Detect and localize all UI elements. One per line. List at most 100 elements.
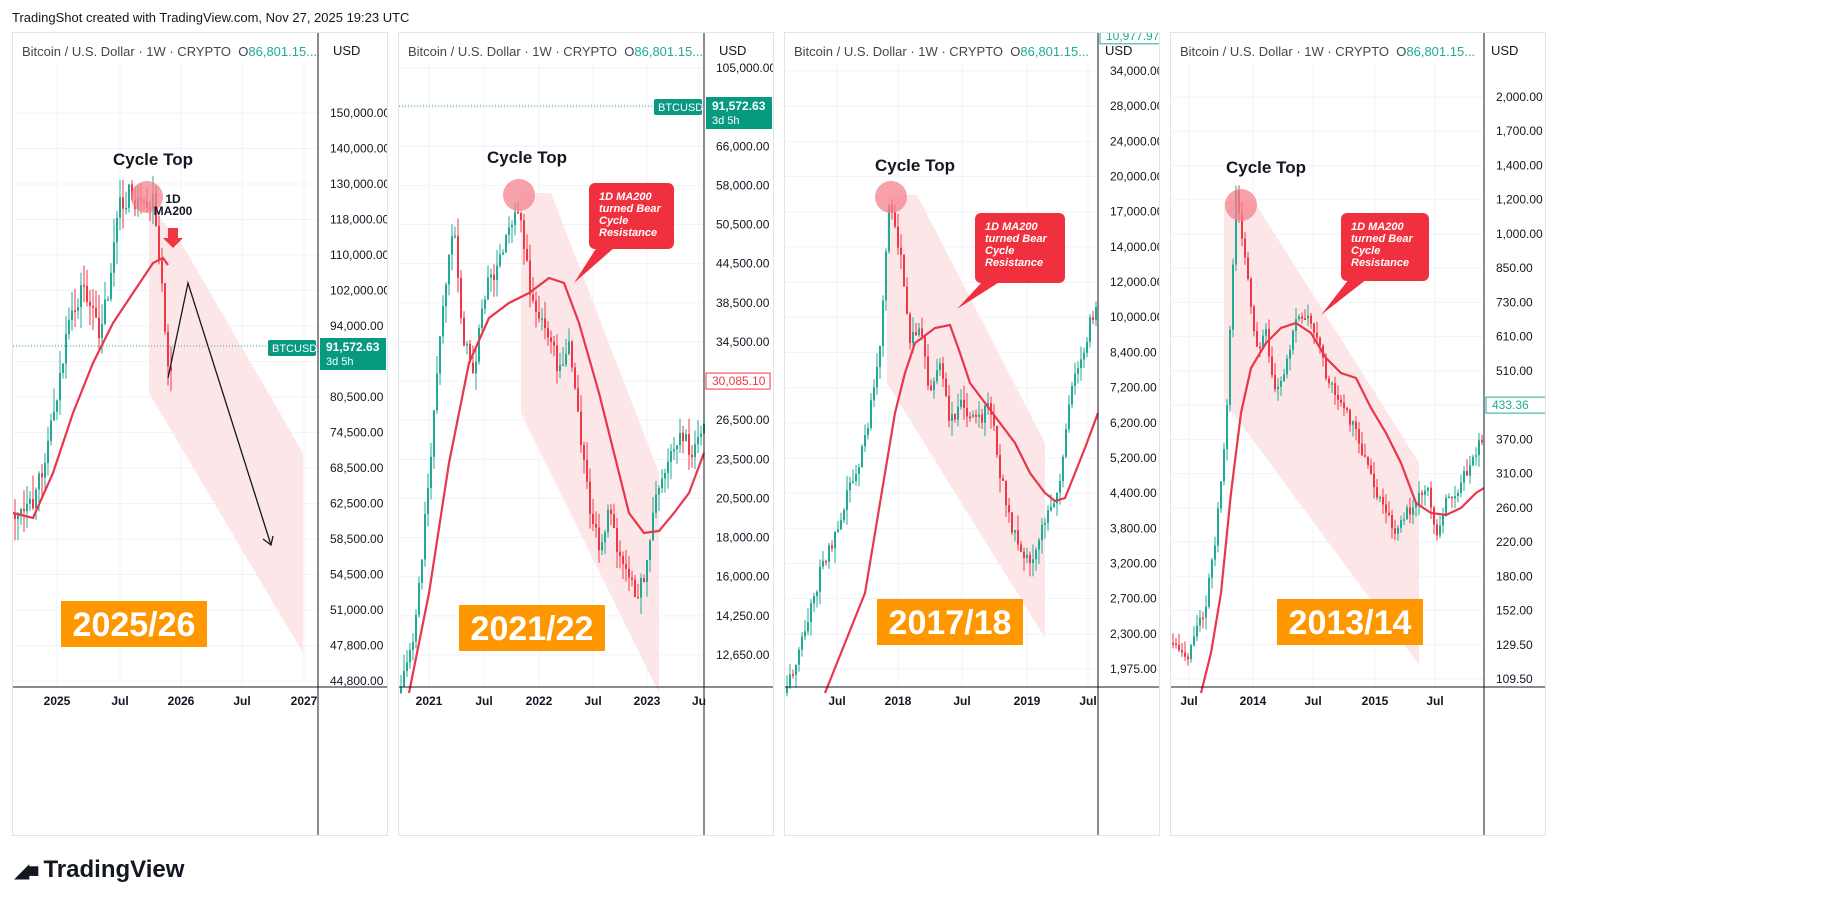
price-tick-label: 58,000.00 <box>716 178 770 192</box>
candle-body <box>1268 329 1270 357</box>
candle-body <box>1403 519 1405 521</box>
candle-body <box>1406 507 1408 520</box>
candle-body <box>484 299 486 309</box>
candle-body <box>861 446 863 468</box>
candle-body <box>876 367 878 388</box>
symbol-title[interactable]: Bitcoin / U.S. Dollar · 1W · CRYPTO O86,… <box>408 44 703 59</box>
price-tick-label: 1,975.00 <box>1110 662 1157 676</box>
candle-body <box>903 254 905 287</box>
candle-body <box>1077 368 1079 374</box>
candle-body <box>1337 395 1339 400</box>
candle-body <box>1223 449 1225 482</box>
candle-body <box>930 385 932 391</box>
candle-body <box>894 212 896 227</box>
candle-body <box>972 414 974 417</box>
candle-body <box>909 314 911 344</box>
candle-body <box>1469 465 1471 476</box>
candle-body <box>954 414 956 420</box>
candle-body <box>1274 374 1276 390</box>
chart-panel-2013-14[interactable]: Cycle Top 1D MA200 turned Bear Cycle Resista… <box>1170 32 1546 836</box>
candle-body <box>813 596 815 604</box>
chart-panel-2025-26[interactable]: Cycle Top 1D MA200 150,000.00 140,000.00 130,… <box>12 32 388 836</box>
time-tick-label: 2019 <box>1014 694 1041 708</box>
price-tick-label: 54,500.00 <box>330 568 384 582</box>
candle-body <box>520 213 522 221</box>
candle-body <box>921 328 923 337</box>
candle-body <box>409 650 411 663</box>
cycle-top-label: Cycle Top <box>1226 158 1306 177</box>
candle-body <box>559 365 561 372</box>
candle-body <box>852 481 854 483</box>
candle-body <box>628 568 630 578</box>
candle-body <box>816 591 818 597</box>
candle-body <box>1466 471 1468 476</box>
price-tick-label: 310.00 <box>1496 467 1533 481</box>
candle-body <box>167 331 169 367</box>
price-tick-label: 66,000.00 <box>716 139 770 153</box>
chart-panel-2017-18[interactable]: Cycle Top 1D MA200 turned Bear Cycle Resista… <box>784 32 1160 836</box>
candle-body <box>1409 507 1411 515</box>
tradingview-logo[interactable]: ◢■ TradingView <box>14 856 184 884</box>
candle-body <box>119 197 121 218</box>
candle-body <box>897 226 899 248</box>
candle-body <box>1376 487 1378 498</box>
candle-body <box>939 363 941 371</box>
candle-body <box>544 318 546 329</box>
symbol-title[interactable]: Bitcoin / U.S. Dollar · 1W · CRYPTO O86,… <box>22 44 317 59</box>
currency-button[interactable]: USD <box>719 43 747 58</box>
candle-body <box>1250 278 1252 307</box>
candle-body <box>667 461 669 474</box>
candle-body <box>562 364 564 366</box>
time-tick-label: Jul <box>233 694 250 708</box>
chart-panel-2021-22[interactable]: Cycle Top 1D MA200 turned Bear Cycle Resista… <box>398 32 774 836</box>
candle-body <box>1050 506 1052 511</box>
candle-body <box>673 449 675 452</box>
candle-body <box>1205 606 1207 618</box>
candle-body <box>1083 352 1085 360</box>
time-tick-label: 2014 <box>1240 694 1267 708</box>
time-tick-label: 2027 <box>291 694 318 708</box>
candle-body <box>553 341 555 346</box>
symbol-name: Bitcoin / U.S. Dollar · 1W · CRYPTO <box>408 44 618 59</box>
currency-button[interactable]: USD <box>333 43 361 58</box>
candle-body <box>682 432 684 442</box>
candle-body <box>1181 650 1183 653</box>
candle-body <box>83 285 85 287</box>
candle-body <box>679 432 681 446</box>
candle-body <box>502 252 504 255</box>
currency-button[interactable]: USD <box>1105 43 1133 58</box>
price-tick-label: 62,500.00 <box>330 497 384 511</box>
candle-body <box>1319 337 1321 346</box>
candle-body <box>1436 524 1438 536</box>
candle-body <box>1193 636 1195 646</box>
price-tick-label: 1,700.00 <box>1496 124 1543 138</box>
price-tick-label: 850.00 <box>1496 261 1533 275</box>
candle-body <box>870 400 872 428</box>
candle-body <box>1175 643 1177 646</box>
candle-body <box>1256 331 1258 347</box>
bear-channel <box>521 193 659 693</box>
candle-body <box>1460 482 1462 493</box>
candle-body <box>41 473 43 478</box>
currency-button[interactable]: USD <box>1491 43 1519 58</box>
price-tick-label: 16,000.00 <box>716 570 770 584</box>
price-tick-label: 6,200.00 <box>1110 416 1157 430</box>
candle-body <box>1448 496 1450 499</box>
price-tick-label: 109.50 <box>1496 672 1533 686</box>
price-tick-label: 14,250.00 <box>716 609 770 623</box>
candle-body <box>957 406 959 420</box>
candle-body <box>1289 349 1291 359</box>
candle-body <box>1062 456 1064 482</box>
cycle-top-marker <box>131 181 163 213</box>
symbol-title[interactable]: Bitcoin / U.S. Dollar · 1W · CRYPTO O86,… <box>1180 44 1475 59</box>
candle-body <box>631 577 633 580</box>
candle-body <box>1026 554 1028 559</box>
candle-body <box>38 473 40 490</box>
callout-pointer <box>957 281 1001 309</box>
symbol-title[interactable]: Bitcoin / U.S. Dollar · 1W · CRYPTO O86,… <box>794 44 1089 59</box>
candle-body <box>1283 374 1285 382</box>
bear-channel <box>1224 201 1419 665</box>
candle-body <box>849 482 851 491</box>
candle-body <box>598 527 600 551</box>
candle-body <box>1202 617 1204 620</box>
